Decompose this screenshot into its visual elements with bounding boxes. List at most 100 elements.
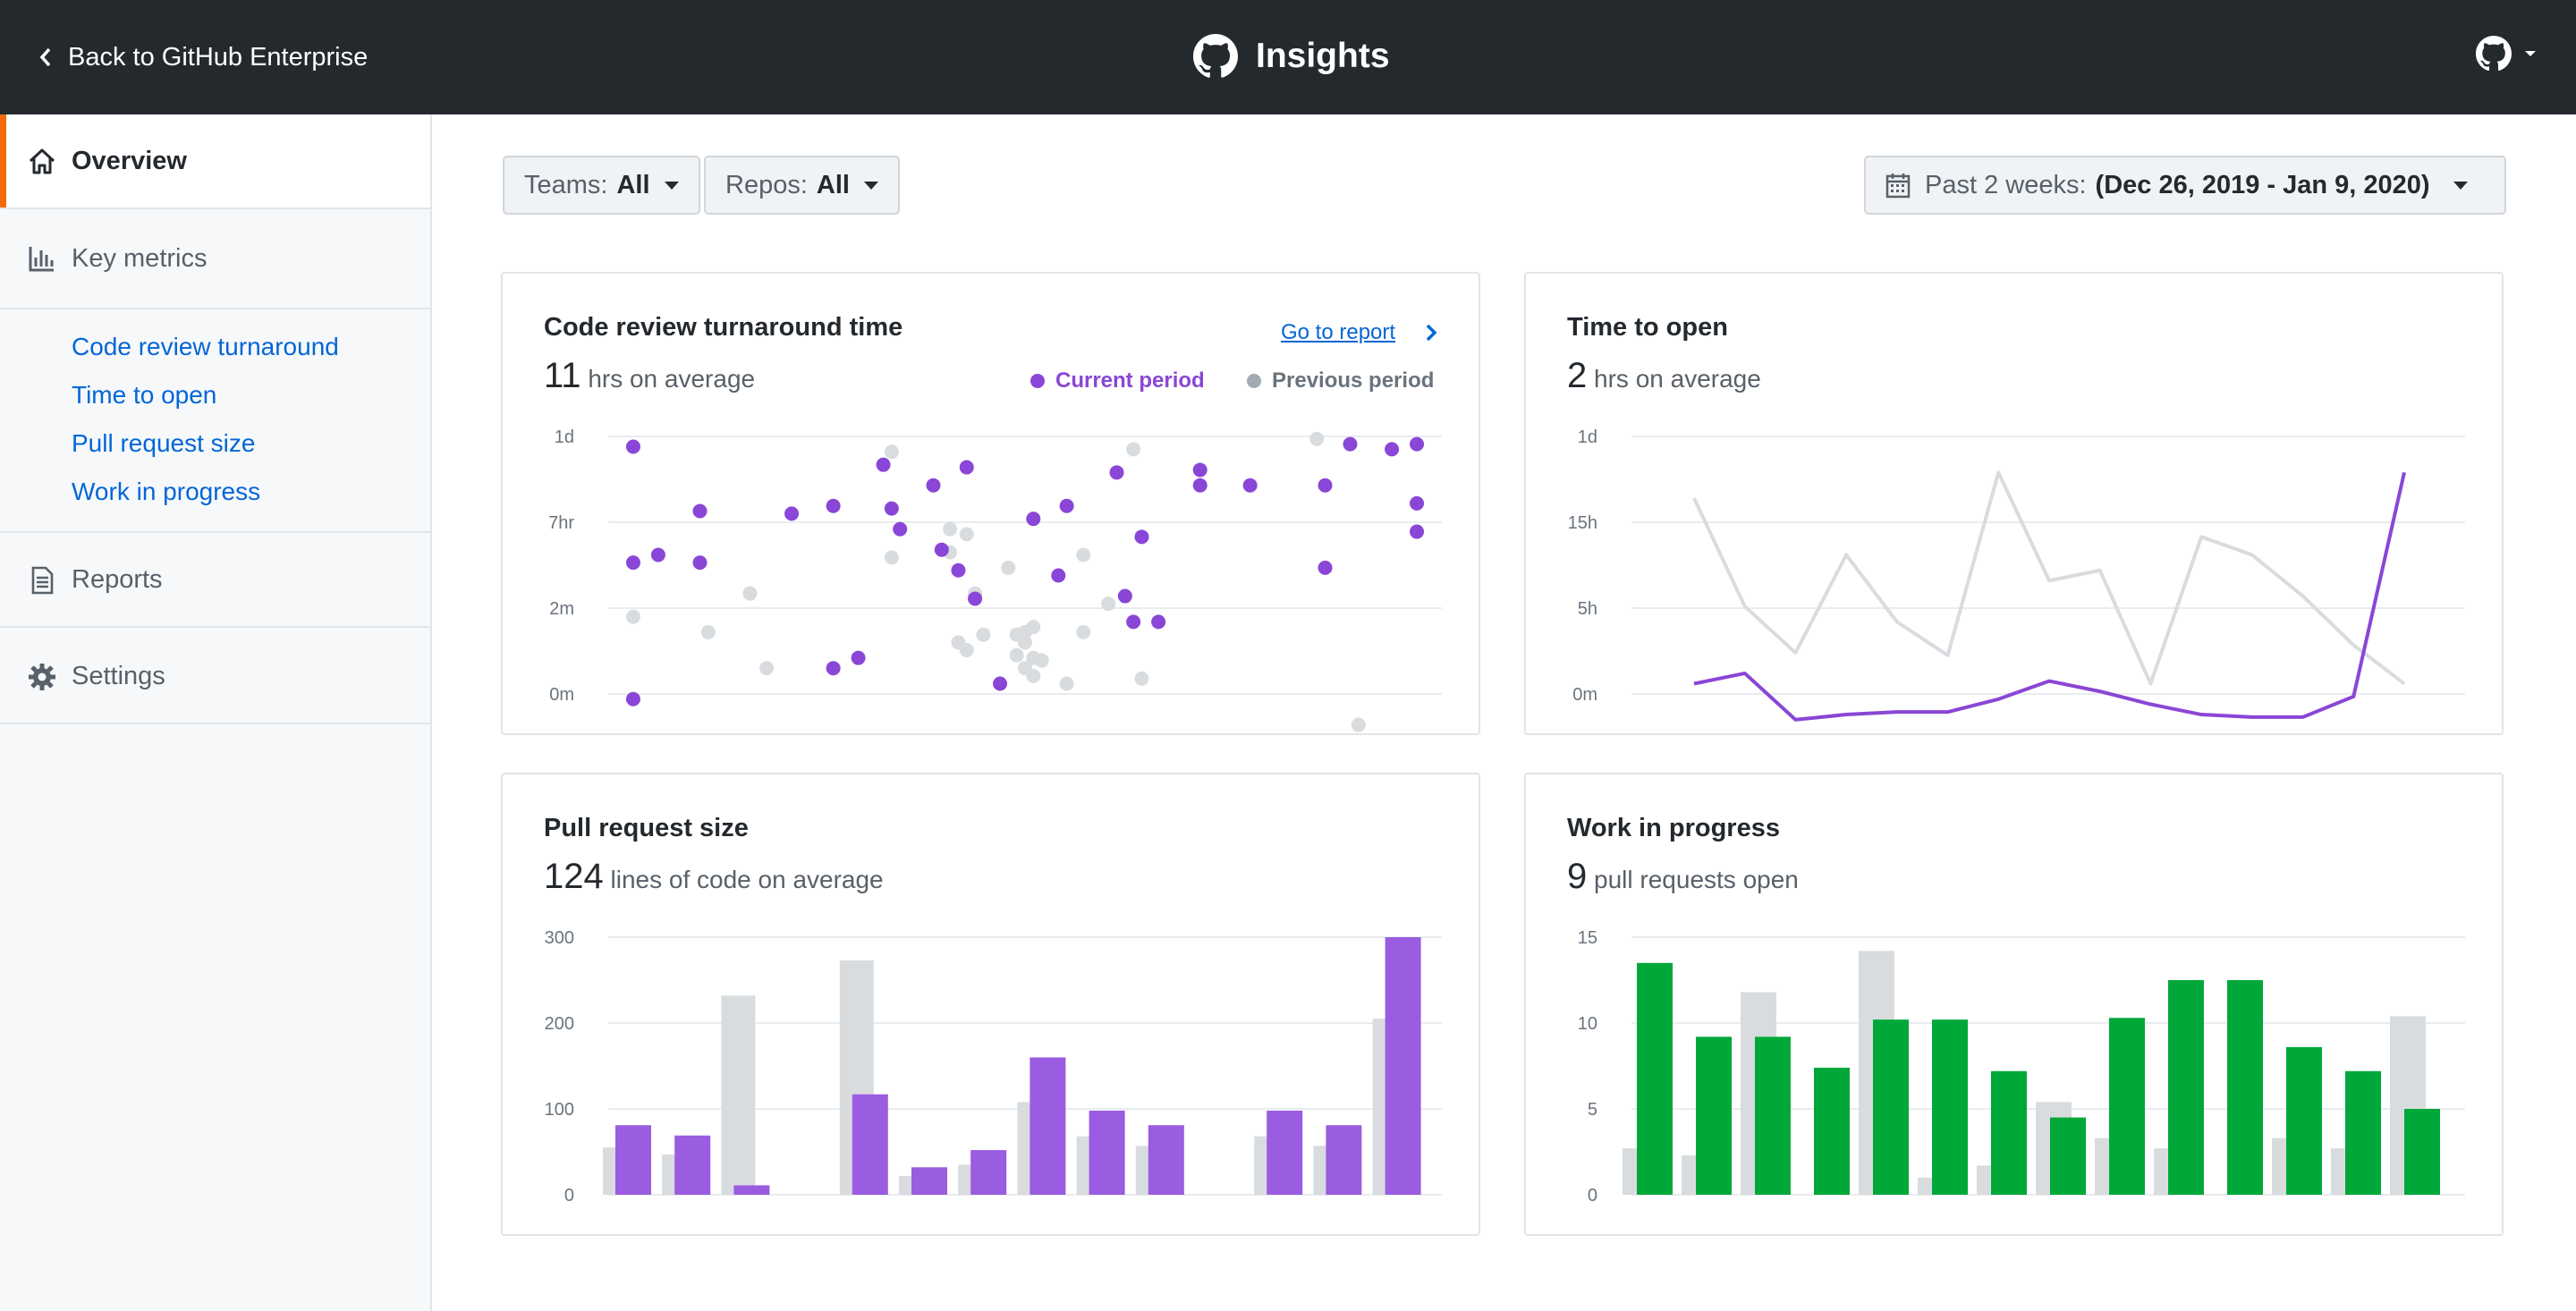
- sidebar-item-label: Settings: [72, 661, 165, 690]
- github-logo-icon: [1193, 34, 1238, 78]
- card-title: Code review turnaround time: [544, 313, 903, 342]
- y-tick-label: 300: [545, 928, 574, 948]
- metric-value: 11: [544, 356, 581, 395]
- scatter-point: [1151, 614, 1166, 630]
- repos-filter-value: All: [816, 170, 850, 199]
- scatter-point: [1034, 653, 1049, 668]
- scatter-point: [784, 506, 800, 521]
- top-bar: Back to GitHub Enterprise Insights: [0, 0, 2576, 114]
- scatter-point: [1076, 624, 1091, 639]
- card-title: Time to open: [1567, 313, 1728, 342]
- y-tick-label: 15h: [1568, 513, 1597, 533]
- scatter-point: [625, 439, 640, 454]
- scatter-point: [884, 501, 899, 516]
- bar-current: [1755, 1036, 1791, 1195]
- scatter-point: [876, 457, 891, 472]
- metric-unit: pull requests open: [1594, 866, 1799, 893]
- card-metric: 124 lines of code on average: [544, 857, 884, 897]
- card-code-review: Code review turnaround time 11 hrs on av…: [501, 272, 1480, 735]
- scatter-point: [884, 550, 899, 565]
- go-to-report-link[interactable]: Go to report: [1281, 320, 1396, 344]
- scatter-point: [926, 478, 941, 493]
- sidebar-item-overview[interactable]: Overview: [0, 114, 430, 209]
- bar-chart-icon: [29, 247, 54, 272]
- card-metric: 2 hrs on average: [1567, 356, 1761, 396]
- sidebar-item-key-metrics[interactable]: Key metrics: [0, 211, 430, 306]
- scatter-point: [700, 624, 716, 639]
- scatter-point: [625, 691, 640, 706]
- scatter-point: [893, 521, 908, 537]
- scatter-point: [692, 503, 708, 519]
- card-title: Pull request size: [544, 814, 749, 842]
- scatter-point: [1385, 442, 1400, 457]
- bar-chart: 300 200 100 0: [545, 928, 1442, 1205]
- date-range-filter[interactable]: Past 2 weeks: (Dec 26, 2019 - Jan 9, 202…: [1864, 156, 2506, 215]
- date-range-value: (Dec 26, 2019 - Jan 9, 2020): [2095, 170, 2430, 199]
- bar-current: [674, 1135, 711, 1195]
- bar-current: [1089, 1110, 1125, 1195]
- bar-current: [1696, 1036, 1732, 1195]
- sidebar-item-label: Key metrics: [72, 243, 208, 273]
- github-avatar-icon: [2476, 36, 2512, 72]
- y-tick-label: 1d: [555, 427, 574, 447]
- calendar-icon: [1885, 173, 1911, 199]
- user-menu[interactable]: [2476, 36, 2537, 72]
- sidebar-link-wip[interactable]: Work in progress: [72, 478, 261, 505]
- bar-current: [1148, 1125, 1184, 1195]
- bar-current: [1637, 962, 1673, 1195]
- teams-filter-value: All: [616, 170, 650, 199]
- scatter-point: [968, 591, 983, 606]
- scatter-point: [951, 562, 966, 578]
- scatter-point: [1059, 498, 1074, 513]
- scatter-point: [976, 627, 991, 642]
- metric-value: 9: [1567, 857, 1588, 896]
- back-link[interactable]: Back to GitHub Enterprise: [39, 39, 368, 75]
- bar-current: [2404, 1109, 2440, 1195]
- scatter-point: [1242, 478, 1258, 493]
- scatter-point: [826, 661, 841, 676]
- home-icon: [29, 148, 55, 174]
- scatter-point: [1026, 620, 1041, 635]
- bar-current: [2109, 1018, 2145, 1195]
- sidebar-link-pr-size[interactable]: Pull request size: [72, 429, 256, 457]
- sidebar-link-time-to-open[interactable]: Time to open: [72, 381, 217, 409]
- bar-current: [2227, 980, 2263, 1195]
- metric-links: Code review turnaround Time to open Pull…: [0, 309, 430, 533]
- sidebar-item-reports[interactable]: Reports: [0, 533, 430, 628]
- scatter-point: [826, 498, 841, 513]
- caret-down-icon: [2525, 51, 2536, 56]
- bar-current: [1030, 1057, 1066, 1195]
- scatter-point: [1309, 431, 1325, 446]
- bar-current: [1326, 1125, 1362, 1195]
- legend-current: Current period: [1030, 368, 1205, 393]
- sidebar-divider: [0, 308, 430, 309]
- sidebar-item-settings[interactable]: Settings: [0, 630, 430, 724]
- metric-unit: hrs on average: [588, 365, 756, 393]
- scatter-point: [625, 609, 640, 624]
- repos-filter-label: Repos:: [725, 170, 808, 199]
- legend-dot: [1030, 374, 1045, 388]
- bar-current: [1991, 1070, 2027, 1195]
- teams-filter[interactable]: Teams: All: [503, 156, 700, 215]
- scatter-point: [1410, 495, 1425, 511]
- y-tick-label: 0: [1588, 1186, 1597, 1205]
- y-tick-label: 7hr: [548, 513, 574, 533]
- y-tick-label: 10: [1578, 1014, 1597, 1034]
- scatter-point: [959, 460, 974, 475]
- metric-value: 124: [544, 857, 604, 896]
- scatter-point: [1018, 635, 1032, 650]
- scatter-point: [1109, 465, 1124, 480]
- scatter-point: [1009, 647, 1024, 663]
- y-tick-label: 0m: [549, 685, 574, 705]
- chevron-right-icon[interactable]: [1424, 322, 1438, 343]
- repos-filter[interactable]: Repos: All: [704, 156, 900, 215]
- card-metric: 11 hrs on average: [544, 356, 755, 396]
- bar-current: [1873, 1019, 1909, 1195]
- scatter-point: [1101, 596, 1116, 612]
- scatter-point: [1026, 668, 1041, 683]
- card-title: Work in progress: [1567, 814, 1780, 842]
- scatter-point: [1051, 568, 1066, 583]
- sidebar-link-code-review[interactable]: Code review turnaround: [72, 333, 339, 360]
- bar-current: [2286, 1046, 2322, 1195]
- y-tick-label: 2m: [549, 599, 574, 619]
